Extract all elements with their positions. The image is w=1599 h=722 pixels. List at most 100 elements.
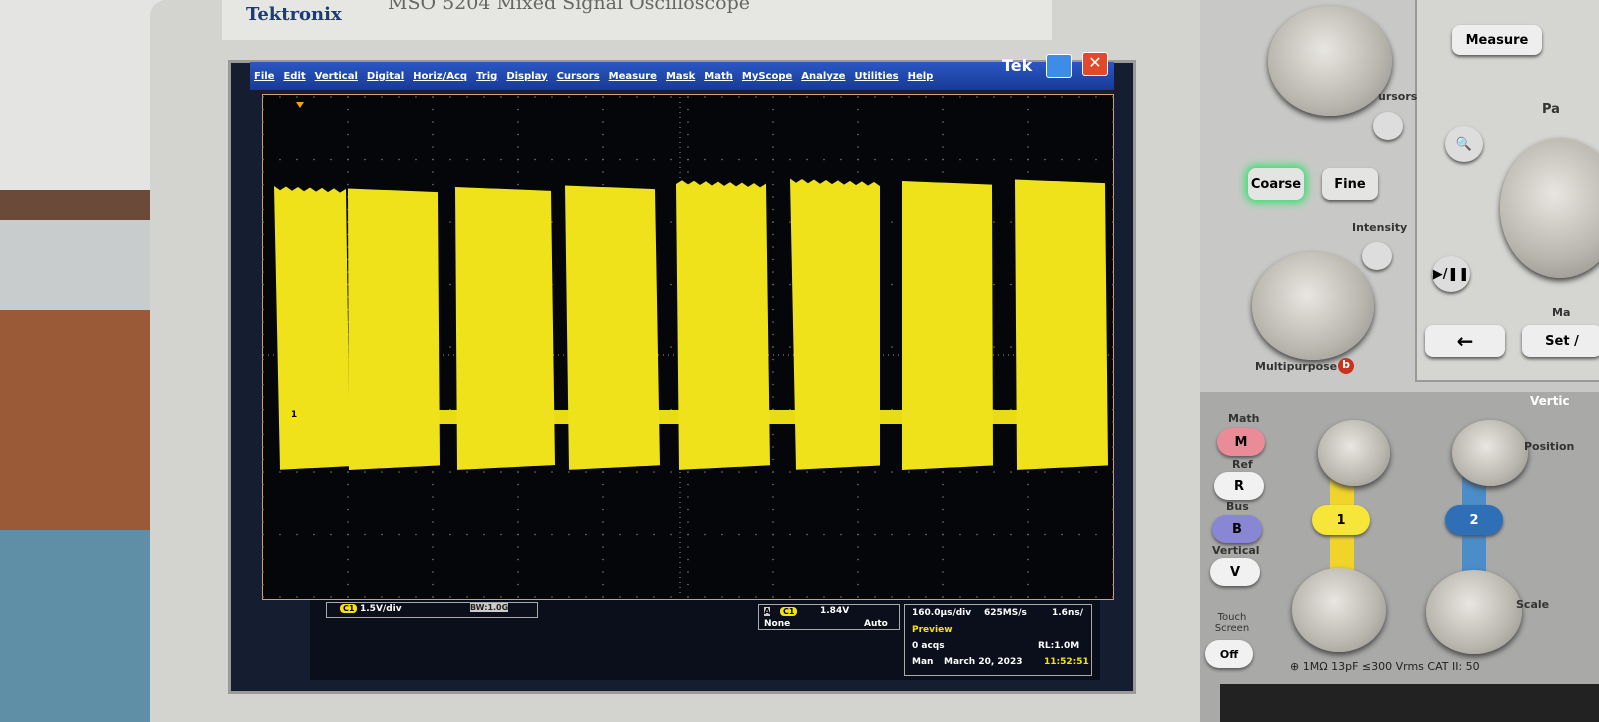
grid-dot [534,596,536,598]
grid-dot [432,171,434,173]
menu-item[interactable]: Digital [366,70,405,82]
grid-dot [857,521,859,523]
menu-item[interactable]: Cursors [556,70,600,82]
grid-dot [1112,171,1114,173]
math-button[interactable]: M [1217,428,1265,456]
grid-dot [364,158,366,161]
grid-dot [262,346,264,348]
grid-dot [942,558,944,561]
grid-dot [1027,133,1029,136]
grid-dot [262,133,264,136]
grid-dot [483,158,485,161]
grid-dot [857,133,859,136]
grid-dot [772,558,774,561]
grid-dot [466,596,468,598]
menu-bar: File Edit Vertical Digital Horiz/Acq Trig Disp… [250,62,1114,90]
grid-dot [1061,96,1063,98]
minimize[interactable] [1046,54,1072,78]
touch-off-button[interactable]: Off [1205,640,1253,668]
menu-item[interactable]: Measure [608,70,657,82]
grid-dot [721,158,723,161]
fine-button[interactable]: Fine [1322,168,1378,200]
record-length: RL:1.0M [1038,641,1080,651]
ch2-button[interactable]: 2 [1445,505,1503,535]
grid-dot [772,358,774,361]
menu-item[interactable]: Mask [665,70,696,82]
grid-dot [517,508,519,511]
multipurpose-id: b [1338,358,1354,374]
cursors-button[interactable] [1373,112,1403,140]
grid-dot [772,408,774,411]
menu-item[interactable]: Analyze [801,70,846,82]
grid-dot [670,408,672,411]
menu-item[interactable]: Edit [283,70,306,82]
grid-dot [772,446,774,448]
grid-dot [1112,421,1114,423]
grid-dot [857,596,859,598]
grid-dot [959,471,961,473]
grid-dot [568,96,570,98]
grid-dot [772,458,774,461]
grid-dot [1027,471,1029,473]
menu-item[interactable]: Math [704,70,733,82]
menu-item[interactable]: MyScope [741,70,793,82]
grid-dot [262,196,264,198]
grid-dot [551,221,553,223]
bus-button[interactable]: B [1212,515,1262,543]
back-button[interactable]: ← [1425,325,1505,357]
grid-dot [772,96,774,98]
grid-dot [279,533,281,536]
menu-item[interactable]: Trig [476,70,498,82]
ref-button[interactable]: R [1214,472,1264,500]
menu-item[interactable]: File [254,70,275,82]
play-button[interactable]: ▶/❚❚ [1432,256,1470,292]
grid-dot [942,483,944,486]
intensity-button[interactable] [1362,242,1392,270]
vertical-button[interactable]: V [1210,558,1260,586]
grid-dot [670,221,672,223]
menu-item[interactable]: Utilities [854,70,899,82]
grid-dot [891,158,893,161]
grid-dot [517,571,519,573]
ch2-scale-knob[interactable] [1426,570,1522,654]
set-button[interactable]: Set / [1522,325,1599,357]
ch1-scale-knob[interactable] [1292,568,1386,652]
ch1-button[interactable]: 1 [1312,505,1370,535]
knob-a[interactable] [1268,6,1392,116]
grid-dot [857,483,859,486]
grid-dot [262,121,264,123]
grid-dot [262,571,264,573]
grid-dot [517,471,519,473]
multipurpose-knob[interactable] [1252,252,1374,360]
menu-item[interactable]: Display [506,70,548,82]
grid-dot [585,471,587,473]
menu-item[interactable]: Vertical [314,70,358,82]
menu-item[interactable]: Horiz/Acq [413,70,468,82]
menu-item[interactable]: Help [907,70,934,82]
grid-dot [687,96,689,98]
grid-dot [1112,383,1114,386]
ch1-position-knob[interactable] [1318,420,1390,486]
grid-dot [262,233,264,236]
grid-dot [908,533,910,536]
grid-dot [840,158,842,161]
ch2-position-knob[interactable] [1452,420,1528,486]
grid-dot [432,146,434,148]
model: MSO 5204 Mixed Signal Oscilloscope [388,0,750,14]
grid-dot [687,146,689,148]
grid-dot [262,258,264,261]
grid-dot [772,321,774,323]
grid-dot [772,308,774,311]
trig-type: A [764,607,771,616]
grid-dot [398,96,400,98]
close[interactable]: ✕ [1082,52,1108,76]
grid-dot [296,158,298,161]
coarse-button[interactable]: Coarse [1248,168,1304,200]
grid-dot [1095,96,1097,98]
knob-b[interactable] [1500,138,1599,278]
grid-dot [1112,446,1114,448]
zoom-button[interactable]: 🔍 [1445,126,1483,162]
measure-button[interactable]: Measure [1452,25,1542,55]
grid-dot [840,96,842,98]
grid-dot [517,583,519,586]
